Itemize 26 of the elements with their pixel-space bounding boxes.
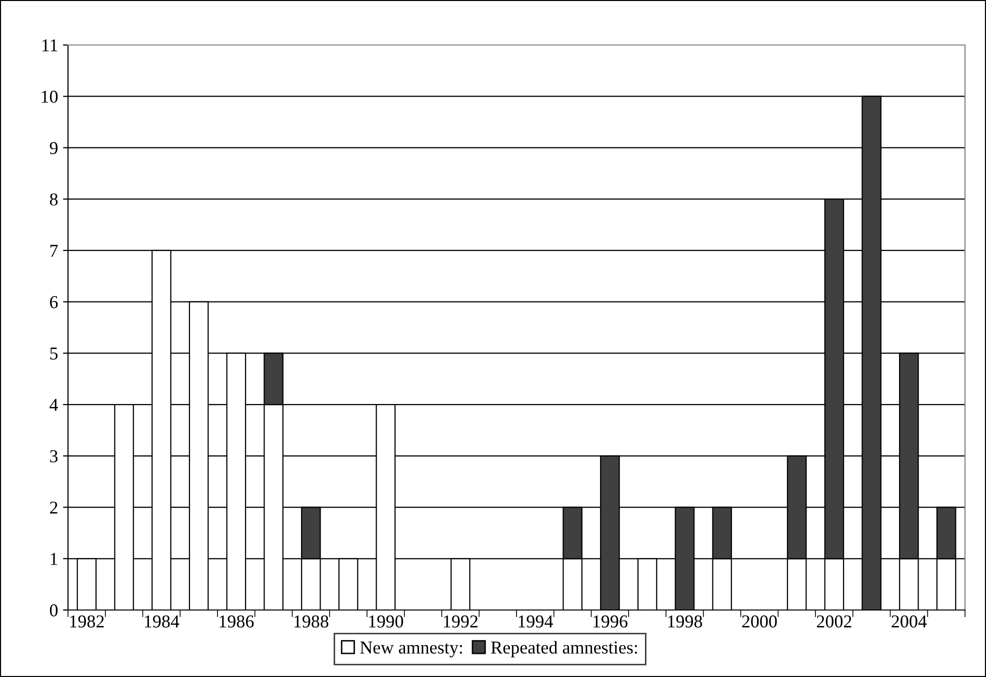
x-tick-label: 1984 [144, 615, 180, 628]
x-tick-label: 1986 [220, 615, 254, 628]
y-tick-label: 2 [50, 502, 58, 514]
x-tick-label: 1982 [70, 615, 104, 628]
x-tick-label: 2000 [742, 615, 777, 628]
y-tick-label: 7 [50, 244, 58, 257]
x-tick-label: 1994 [518, 615, 553, 628]
x-tick-label: 2004 [892, 615, 927, 628]
y-tick-label: 5 [50, 348, 58, 360]
x-tick-label: 2002 [816, 615, 852, 628]
y-tick-label: 10 [42, 90, 58, 103]
y-tick-label: 8 [50, 193, 58, 206]
y-tick-label: 4 [50, 398, 58, 411]
y-tick-label: 9 [50, 142, 58, 154]
x-tick-label: 1988 [294, 615, 328, 628]
x-tick-label: 1992 [444, 615, 478, 628]
x-tick-label: 1998 [668, 615, 702, 628]
y-tick-label: 1 [50, 552, 58, 565]
legend-label: New amnesty: [360, 642, 462, 658]
x-tick-label: 1990 [369, 615, 404, 628]
y-tick-label: 3 [50, 450, 58, 462]
legend-label: Repeated amnesties: [491, 640, 637, 658]
y-tick-label: 11 [42, 39, 58, 52]
y-tick-label: 0 [50, 604, 58, 616]
x-tick-label: 1996 [593, 615, 628, 628]
y-tick-label: 6 [50, 296, 58, 308]
